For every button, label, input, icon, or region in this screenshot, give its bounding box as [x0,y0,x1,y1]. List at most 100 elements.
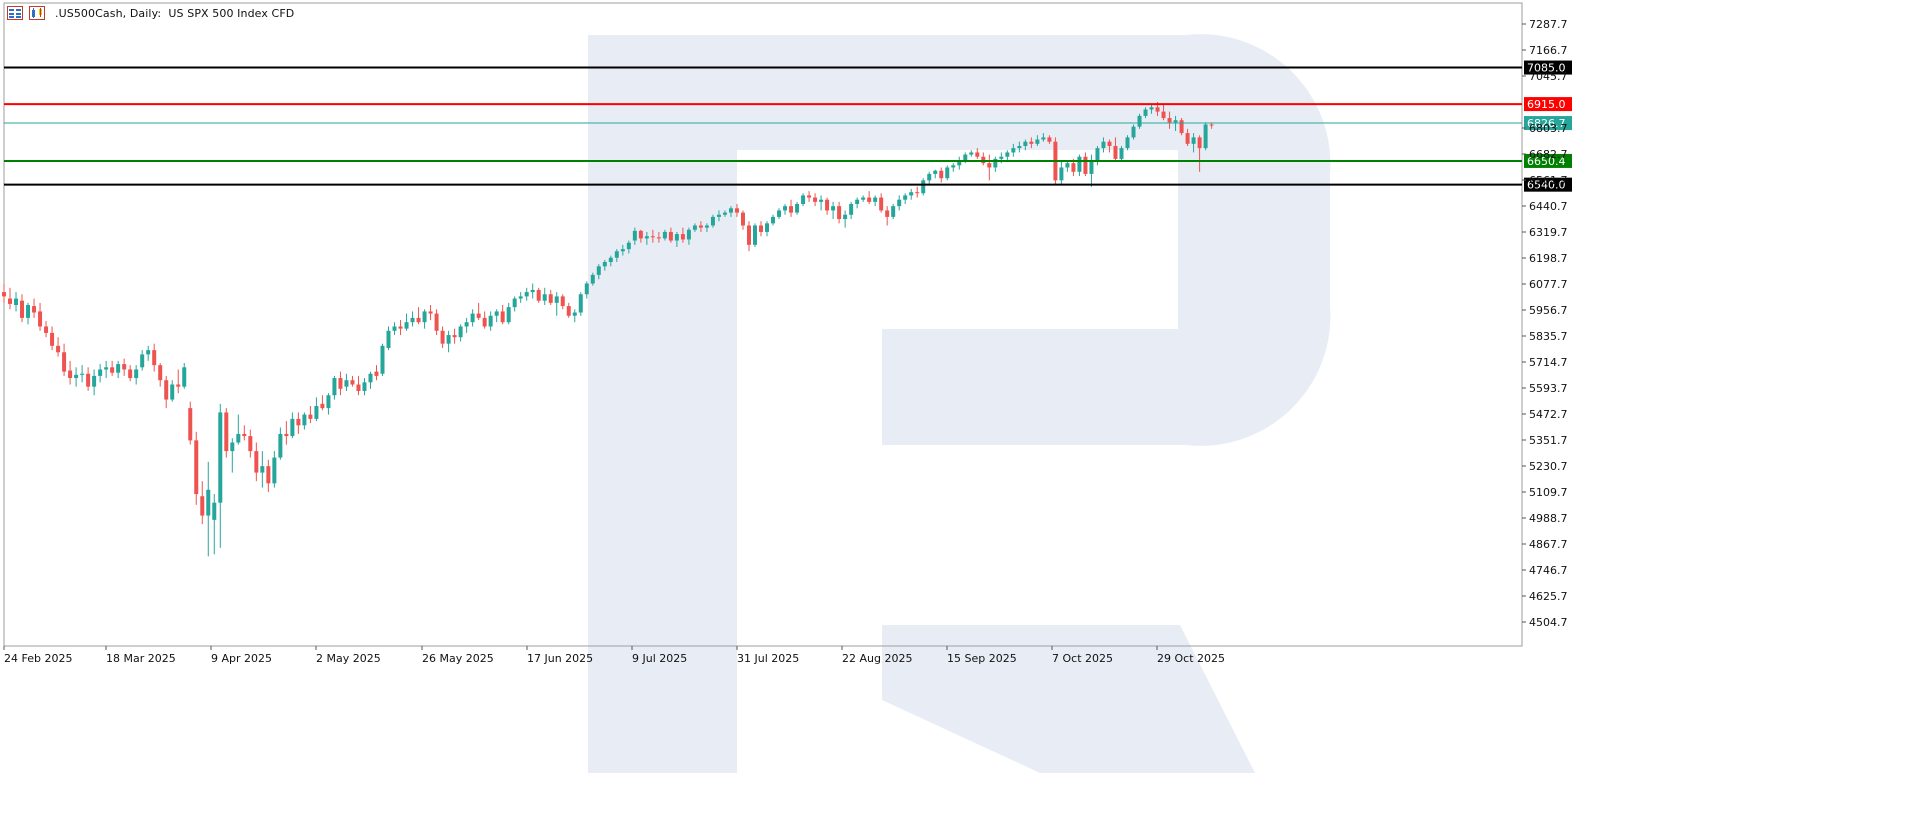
candle[interactable] [1125,135,1130,151]
candle[interactable] [867,191,872,205]
candle[interactable] [831,201,836,220]
candle[interactable] [596,264,601,280]
candle[interactable] [536,287,541,303]
candle[interactable] [434,309,439,336]
candle[interactable] [212,494,217,555]
candle[interactable] [446,330,451,353]
candle[interactable] [590,272,595,286]
candle[interactable] [807,191,812,202]
candle[interactable] [668,227,673,243]
candle[interactable] [266,459,271,492]
candle[interactable] [332,375,337,400]
candle[interactable] [116,360,121,379]
candle[interactable] [98,364,103,383]
candle[interactable] [284,421,289,445]
candle[interactable] [650,229,655,243]
candle[interactable] [44,321,49,338]
candle[interactable] [1011,143,1016,157]
candle[interactable] [428,304,433,321]
candle[interactable] [422,309,427,329]
candle[interactable] [356,375,361,396]
candle[interactable] [873,195,878,207]
candle[interactable] [927,171,932,185]
candle[interactable] [1083,152,1088,177]
candle[interactable] [128,365,133,382]
candle[interactable] [200,481,205,525]
candle[interactable] [825,197,830,215]
candle[interactable] [374,365,379,381]
candle[interactable] [933,169,938,179]
candle[interactable] [975,148,980,159]
candle[interactable] [224,408,229,458]
candle[interactable] [80,365,85,383]
candle[interactable] [494,309,499,323]
candle[interactable] [1035,135,1040,146]
candle[interactable] [260,451,265,488]
candle[interactable] [518,292,523,303]
candle[interactable] [783,204,788,215]
candle[interactable] [14,292,19,312]
candle[interactable] [308,405,313,424]
candle[interactable] [1161,104,1166,121]
candle[interactable] [338,371,343,396]
candle[interactable] [680,227,685,243]
candle[interactable] [56,337,61,357]
candle[interactable] [1203,122,1208,151]
candle[interactable] [614,249,619,263]
candle[interactable] [993,156,998,172]
candle[interactable] [302,412,307,430]
candle[interactable] [314,397,319,422]
candle[interactable] [861,195,866,202]
candle[interactable] [512,296,517,312]
candle[interactable] [1119,145,1124,162]
candle[interactable] [146,345,151,361]
candle[interactable] [801,193,806,207]
candle[interactable] [837,201,842,224]
candle[interactable] [698,221,703,232]
candle[interactable] [20,294,25,323]
candle[interactable] [326,393,331,415]
candle[interactable] [500,304,505,325]
candle[interactable] [879,193,884,213]
candle[interactable] [404,313,409,331]
candle[interactable] [554,292,559,316]
candle[interactable] [1059,161,1064,185]
candle[interactable] [470,309,475,327]
candle[interactable] [290,412,295,439]
candle[interactable] [1137,113,1142,129]
candle[interactable] [32,298,37,318]
candle[interactable] [819,195,824,211]
candle[interactable] [789,199,794,217]
candle[interactable] [398,320,403,336]
candle[interactable] [957,156,962,170]
candle[interactable] [152,343,157,372]
candle[interactable] [608,255,613,267]
candle[interactable] [548,289,553,305]
candle[interactable] [206,461,211,557]
candle[interactable] [278,427,283,460]
candle[interactable] [584,281,589,299]
candle[interactable] [987,154,992,181]
candle[interactable] [194,431,199,505]
candle[interactable] [1005,150,1010,162]
candle[interactable] [104,360,109,379]
candle[interactable] [734,204,739,217]
candle[interactable] [855,197,860,209]
candle[interactable] [488,311,493,331]
candle[interactable] [921,178,926,196]
candle[interactable] [1113,137,1118,162]
candle[interactable] [452,328,457,344]
candle[interactable] [242,425,247,441]
candle[interactable] [1191,133,1196,153]
candle[interactable] [777,208,782,220]
candle[interactable] [134,365,139,385]
candle[interactable] [843,210,848,228]
candle[interactable] [344,373,349,391]
candle[interactable] [813,193,818,207]
candle[interactable] [632,227,637,245]
chart-mode-icon[interactable] [29,6,45,20]
candle[interactable] [1047,135,1052,144]
candle[interactable] [722,210,727,217]
table-icon[interactable] [7,6,23,20]
